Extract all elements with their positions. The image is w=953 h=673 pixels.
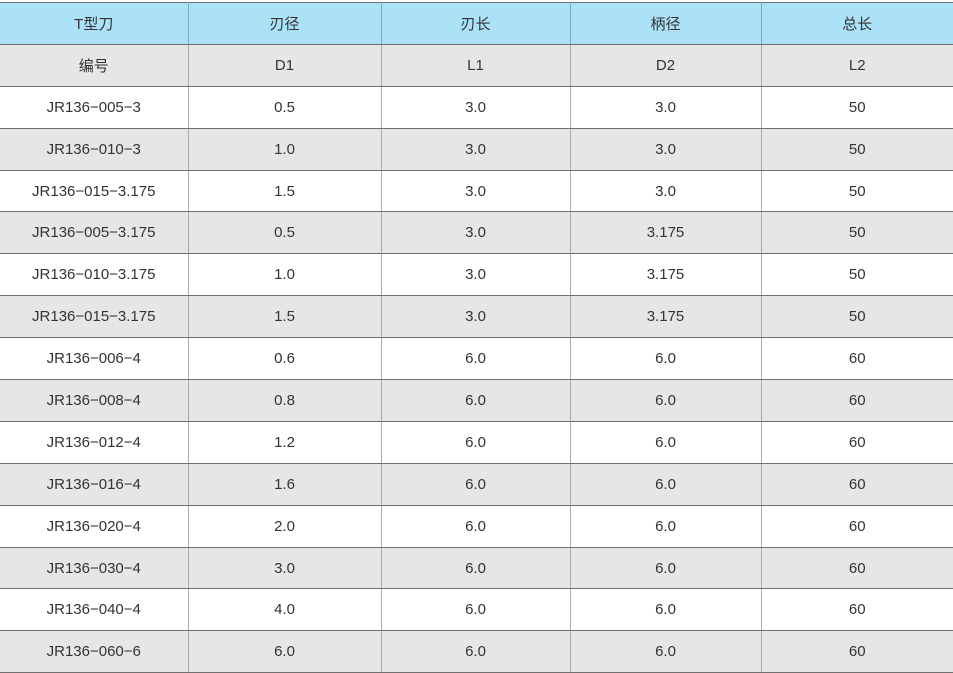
header-cell-blade-diameter: 刃径	[188, 2, 382, 45]
value-cell: 3.0	[381, 86, 571, 129]
table-row: JR136−010−3 1.0 3.0 3.0 50	[0, 128, 953, 171]
value-cell: 3.0	[381, 170, 571, 213]
value-cell: 60	[761, 463, 953, 506]
subheader-row: 编号 D1 L1 D2 L2	[0, 44, 953, 87]
value-cell: 3.0	[381, 128, 571, 171]
value-cell: 1.0	[188, 253, 382, 297]
subheader-cell-d1: D1	[188, 44, 382, 87]
subheader-cell-model: 编号	[0, 44, 189, 87]
value-cell: 50	[761, 170, 953, 213]
value-cell: 6.0	[381, 379, 571, 422]
value-cell: 6.0	[188, 630, 382, 673]
model-number-cell: JR136−010−3	[0, 128, 189, 171]
value-cell: 6.0	[570, 379, 762, 422]
model-number-cell: JR136−060−6	[0, 630, 189, 673]
value-cell: 1.0	[188, 128, 382, 171]
value-cell: 3.0	[381, 253, 571, 297]
value-cell: 6.0	[570, 421, 762, 464]
table-row: JR136−005−3 0.5 3.0 3.0 50	[0, 86, 953, 129]
model-number-cell: JR136−016−4	[0, 463, 189, 506]
value-cell: 6.0	[381, 505, 571, 548]
value-cell: 60	[761, 547, 953, 590]
subheader-cell-d2: D2	[570, 44, 762, 87]
table-row: JR136−006−4 0.6 6.0 6.0 60	[0, 337, 953, 381]
value-cell: 60	[761, 421, 953, 464]
value-cell: 3.0	[381, 295, 571, 339]
value-cell: 6.0	[570, 588, 762, 632]
value-cell: 60	[761, 337, 953, 381]
value-cell: 0.5	[188, 211, 382, 255]
value-cell: 1.2	[188, 421, 382, 464]
table-header: T型刀 刃径 刃长 柄径 总长 编号 D1 L1 D2 L2	[0, 2, 953, 87]
header-cell-total-length: 总长	[761, 2, 953, 45]
model-number-cell: JR136−020−4	[0, 505, 189, 548]
value-cell: 0.6	[188, 337, 382, 381]
model-number-cell: JR136−006−4	[0, 337, 189, 381]
value-cell: 6.0	[570, 505, 762, 548]
value-cell: 60	[761, 630, 953, 673]
value-cell: 1.6	[188, 463, 382, 506]
value-cell: 3.0	[381, 211, 571, 255]
model-number-cell: JR136−015−3.175	[0, 170, 189, 213]
model-number-cell: JR136−012−4	[0, 421, 189, 464]
value-cell: 6.0	[570, 337, 762, 381]
table-body: JR136−005−3 0.5 3.0 3.0 50 JR136−010−3 1.0 3.0 3…	[0, 86, 953, 673]
table-row: JR136−015−3.175 1.5 3.0 3.0 50	[0, 170, 953, 213]
value-cell: 50	[761, 253, 953, 297]
table-row: JR136−040−4 4.0 6.0 6.0 60	[0, 588, 953, 632]
value-cell: 6.0	[381, 337, 571, 381]
value-cell: 3.0	[188, 547, 382, 590]
value-cell: 0.8	[188, 379, 382, 422]
header-cell-shank-diameter: 柄径	[570, 2, 762, 45]
value-cell: 4.0	[188, 588, 382, 632]
subheader-cell-l2: L2	[761, 44, 953, 87]
value-cell: 60	[761, 588, 953, 632]
value-cell: 60	[761, 505, 953, 548]
value-cell: 3.0	[570, 86, 762, 129]
value-cell: 6.0	[381, 547, 571, 590]
header-row: T型刀 刃径 刃长 柄径 总长	[0, 2, 953, 45]
model-number-cell: JR136−008−4	[0, 379, 189, 422]
value-cell: 6.0	[381, 463, 571, 506]
table-row: JR136−030−4 3.0 6.0 6.0 60	[0, 547, 953, 590]
table-row: JR136−012−4 1.2 6.0 6.0 60	[0, 421, 953, 464]
header-cell-blade-length: 刃长	[381, 2, 571, 45]
value-cell: 0.5	[188, 86, 382, 129]
model-number-cell: JR136−010−3.175	[0, 253, 189, 297]
table-row: JR136−010−3.175 1.0 3.0 3.175 50	[0, 253, 953, 297]
value-cell: 2.0	[188, 505, 382, 548]
value-cell: 3.0	[570, 170, 762, 213]
model-number-cell: JR136−040−4	[0, 588, 189, 632]
value-cell: 6.0	[381, 421, 571, 464]
subheader-cell-l1: L1	[381, 44, 571, 87]
header-cell-tool-type: T型刀	[0, 2, 189, 45]
value-cell: 3.175	[570, 253, 762, 297]
value-cell: 50	[761, 211, 953, 255]
value-cell: 3.0	[570, 128, 762, 171]
value-cell: 6.0	[570, 630, 762, 673]
table-row: JR136−020−4 2.0 6.0 6.0 60	[0, 505, 953, 548]
table-row: JR136−005−3.175 0.5 3.0 3.175 50	[0, 211, 953, 255]
table-row: JR136−008−4 0.8 6.0 6.0 60	[0, 379, 953, 422]
value-cell: 6.0	[570, 547, 762, 590]
model-number-cell: JR136−005−3.175	[0, 211, 189, 255]
value-cell: 6.0	[381, 630, 571, 673]
value-cell: 6.0	[570, 463, 762, 506]
value-cell: 50	[761, 295, 953, 339]
table-row: JR136−060−6 6.0 6.0 6.0 60	[0, 630, 953, 673]
value-cell: 1.5	[188, 295, 382, 339]
value-cell: 6.0	[381, 588, 571, 632]
value-cell: 60	[761, 379, 953, 422]
value-cell: 3.175	[570, 211, 762, 255]
value-cell: 1.5	[188, 170, 382, 213]
model-number-cell: JR136−005−3	[0, 86, 189, 129]
value-cell: 50	[761, 128, 953, 171]
value-cell: 3.175	[570, 295, 762, 339]
value-cell: 50	[761, 86, 953, 129]
model-number-cell: JR136−030−4	[0, 547, 189, 590]
model-number-cell: JR136−015−3.175	[0, 295, 189, 339]
table-row: JR136−016−4 1.6 6.0 6.0 60	[0, 463, 953, 506]
table-row: JR136−015−3.175 1.5 3.0 3.175 50	[0, 295, 953, 339]
